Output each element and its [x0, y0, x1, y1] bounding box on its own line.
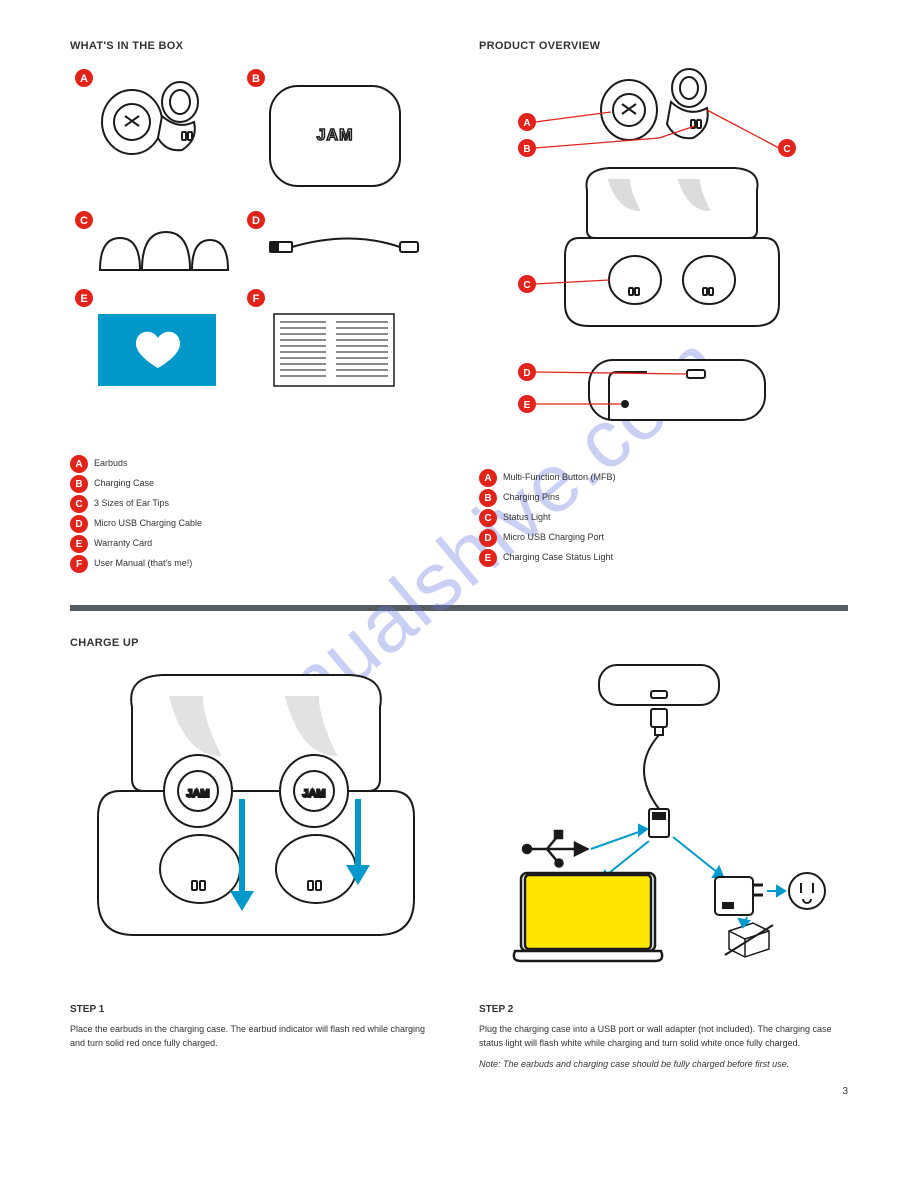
svg-text:C: C — [80, 215, 88, 227]
overview-items-list: A Multi-Function Button (MFB) B Charging P… — [479, 469, 848, 567]
svg-text:B: B — [523, 144, 530, 155]
charge-note: Note: The earbuds and charging case shou… — [479, 1058, 848, 1072]
whats-in-box-section: WHAT'S IN THE BOX A — [70, 40, 439, 575]
badge-a: A — [479, 469, 497, 487]
badge-a: A — [70, 455, 88, 473]
item-label: Charging Case — [94, 477, 154, 491]
step2-body: Plug the charging case into a USB port o… — [479, 1023, 848, 1050]
svg-text:D: D — [523, 368, 530, 379]
item-label: User Manual (that's me!) — [94, 557, 192, 571]
section-title-charge: CHARGE UP — [70, 637, 848, 649]
badge-f: F — [70, 555, 88, 573]
item-label: Multi-Function Button (MFB) — [503, 471, 616, 485]
badge-b: B — [70, 475, 88, 493]
item-label: Micro USB Charging Port — [503, 531, 604, 545]
section-divider — [70, 605, 848, 611]
svg-text:B: B — [252, 73, 260, 85]
svg-text:JAM: JAM — [186, 788, 209, 800]
step2-title: STEP 2 — [479, 1002, 848, 1017]
badge-c: C — [479, 509, 497, 527]
section-title-box: WHAT'S IN THE BOX — [70, 40, 439, 52]
box-contents-illustration: A B JAM — [70, 60, 439, 443]
svg-text:F: F — [253, 293, 260, 305]
badge-d: D — [479, 529, 497, 547]
badge-c: C — [70, 495, 88, 513]
item-label: Charging Case Status Light — [503, 551, 613, 565]
product-overview-section: PRODUCT OVERVIEW — [479, 40, 848, 575]
svg-text:JAM: JAM — [317, 127, 354, 144]
badge-e: E — [479, 549, 497, 567]
svg-text:D: D — [252, 215, 260, 227]
badge-b: B — [479, 489, 497, 507]
overview-illustration: A B C — [479, 60, 848, 463]
svg-text:C: C — [523, 280, 530, 291]
badge-e: E — [70, 535, 88, 553]
charge-step2: STEP 2 Plug the charging case into a USB… — [479, 659, 848, 1072]
item-label: 3 Sizes of Ear Tips — [94, 497, 169, 511]
svg-text:JAM: JAM — [302, 788, 325, 800]
step2-illustration — [479, 659, 848, 982]
step1-title: STEP 1 — [70, 1002, 439, 1017]
badge-d: D — [70, 515, 88, 533]
charge-step1: JAM JAM — [70, 659, 439, 1072]
svg-text:C: C — [783, 144, 790, 155]
step1-body: Place the earbuds in the charging case. … — [70, 1023, 439, 1050]
svg-text:A: A — [523, 118, 530, 129]
page-number: 3 — [70, 1086, 848, 1097]
item-label: Micro USB Charging Cable — [94, 517, 202, 531]
item-label: Status Light — [503, 511, 551, 525]
section-title-overview: PRODUCT OVERVIEW — [479, 40, 848, 52]
item-label: Warranty Card — [94, 537, 152, 551]
box-items-list: A Earbuds B Charging Case C 3 Sizes of Ear … — [70, 455, 439, 573]
svg-text:E: E — [524, 400, 531, 411]
item-label: Earbuds — [94, 457, 128, 471]
svg-text:A: A — [80, 73, 88, 85]
svg-text:E: E — [80, 293, 87, 305]
item-label: Charging Pins — [503, 491, 560, 505]
step1-illustration: JAM JAM — [70, 659, 439, 982]
